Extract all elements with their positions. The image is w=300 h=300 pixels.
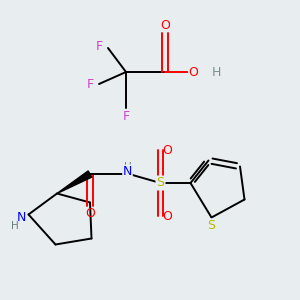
Text: S: S (208, 219, 215, 232)
Text: H: H (11, 221, 19, 231)
Text: H: H (124, 161, 131, 172)
Polygon shape (57, 171, 92, 194)
Text: H: H (211, 65, 221, 79)
Text: O: O (162, 143, 172, 157)
Text: O: O (162, 209, 172, 223)
Text: F: F (95, 40, 103, 53)
Text: O: O (189, 65, 198, 79)
Text: F: F (86, 77, 94, 91)
Text: F: F (122, 110, 130, 124)
Text: O: O (160, 19, 170, 32)
Text: N: N (16, 211, 26, 224)
Text: S: S (157, 176, 164, 190)
Text: N: N (123, 165, 132, 178)
Text: O: O (85, 207, 95, 220)
